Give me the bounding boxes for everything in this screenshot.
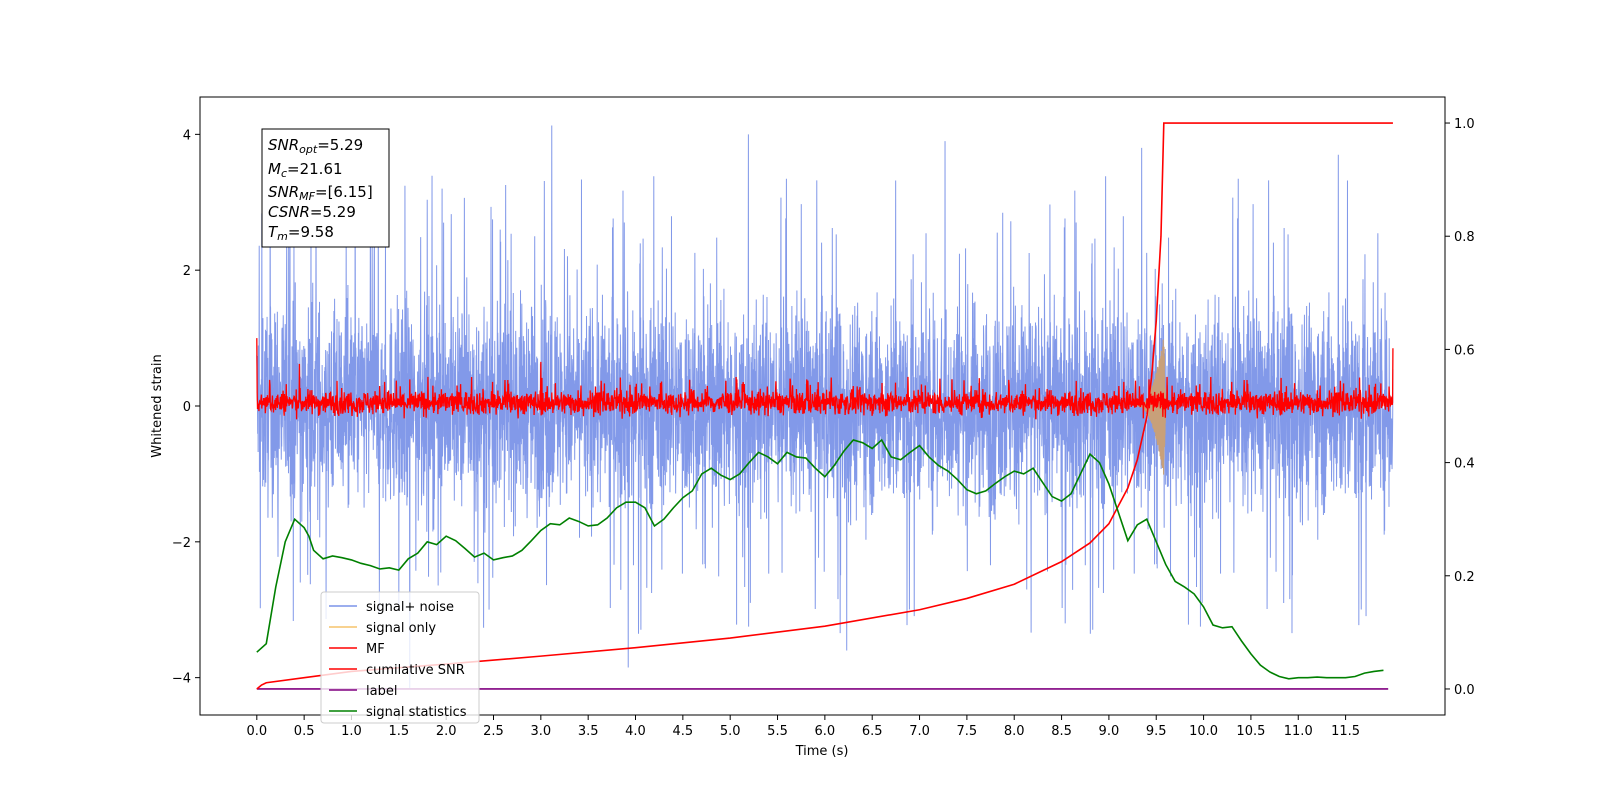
signal-only-series: [1137, 339, 1167, 475]
x-tick-label: 3.0: [530, 724, 551, 739]
signal-noise-series: [256, 125, 1394, 688]
annotation-csnr: CSNR=5.29: [268, 203, 356, 221]
x-tick-label: 11.0: [1284, 724, 1313, 739]
x-tick-label: 6.5: [862, 724, 883, 739]
y-axis-title: Whitened strain: [150, 354, 165, 457]
signal-statistics-line: [256, 438, 1384, 680]
y-tick-label: 0: [183, 400, 191, 415]
annotation-frame: [261, 128, 390, 248]
x-tick-label: 10.0: [1189, 724, 1218, 739]
y2-tick-label: 0.4: [1454, 457, 1475, 472]
x-tick-label: 2.0: [436, 724, 457, 739]
y-axis-left: −4 −2 0 2 4: [172, 128, 200, 687]
x-tick-label: 7.0: [909, 724, 930, 739]
y2-tick-label: 0.2: [1454, 570, 1475, 585]
x-tick-label: 4.5: [673, 724, 694, 739]
y2-tick-label: 0.0: [1454, 683, 1475, 698]
x-tick-label: 11.5: [1331, 724, 1360, 739]
x-axis: 0.0 0.5 1.0 1.5 2.0 2.5 3.0 3.5 4.0 4.5 5.0 5.5 6.0 6…: [246, 715, 1360, 739]
legend: signal+ noise signal only MF cumilative SNR…: [320, 591, 480, 724]
x-tick-label: 9.0: [1099, 724, 1120, 739]
annotation-snr-mf: SNRMF=[6.15]: [268, 183, 373, 203]
x-tick-label: 1.0: [341, 724, 362, 739]
x-tick-label: 5.0: [720, 724, 741, 739]
legend-label: label: [366, 684, 397, 699]
annotation-box: SNRopt=5.29 Mc=21.61 SNRMF=[6.15] CSNR=5…: [261, 128, 390, 248]
y-tick-label: −2: [172, 536, 191, 551]
signal-noise-line: [256, 125, 1394, 688]
y2-tick-label: 1.0: [1454, 117, 1475, 132]
x-tick-label: 6.0: [815, 724, 836, 739]
x-tick-label: 3.5: [578, 724, 599, 739]
y-tick-label: 2: [183, 264, 191, 279]
x-tick-label: 0.0: [246, 724, 267, 739]
legend-frame: [320, 591, 480, 724]
x-tick-label: 9.5: [1146, 724, 1167, 739]
legend-label: cumilative SNR: [366, 663, 465, 678]
signal-only-line: [1137, 339, 1167, 475]
y-tick-label: 4: [183, 128, 191, 143]
x-tick-label: 2.5: [483, 724, 504, 739]
y-axis-right: 0.0 0.2 0.4 0.6 0.8 1.0: [1445, 117, 1475, 698]
y2-tick-label: 0.8: [1454, 230, 1475, 245]
x-tick-label: 8.0: [1004, 724, 1025, 739]
annotation-tm: Tm=9.58: [268, 223, 334, 243]
legend-label: signal statistics: [366, 705, 467, 720]
x-tick-label: 1.5: [388, 724, 409, 739]
legend-label: MF: [366, 642, 385, 657]
y2-tick-label: 0.6: [1454, 343, 1475, 358]
x-tick-label: 5.5: [767, 724, 788, 739]
x-tick-label: 7.5: [957, 724, 978, 739]
mf-series: [256, 338, 1394, 420]
legend-label: signal+ noise: [366, 600, 454, 615]
x-tick-label: 10.5: [1236, 724, 1265, 739]
annotation-snr-opt: SNRopt=5.29: [268, 136, 363, 156]
x-tick-label: 0.5: [294, 724, 315, 739]
y-tick-label: −4: [172, 672, 191, 687]
annotation-mc: Mc=21.61: [268, 160, 343, 180]
x-axis-title: Time (s): [795, 744, 849, 759]
legend-items: signal+ noise signal only MF cumilative SNR…: [329, 600, 467, 720]
legend-label: signal only: [366, 621, 436, 636]
x-tick-label: 4.0: [625, 724, 646, 739]
mf-line: [256, 338, 1394, 420]
x-tick-label: 8.5: [1051, 724, 1072, 739]
